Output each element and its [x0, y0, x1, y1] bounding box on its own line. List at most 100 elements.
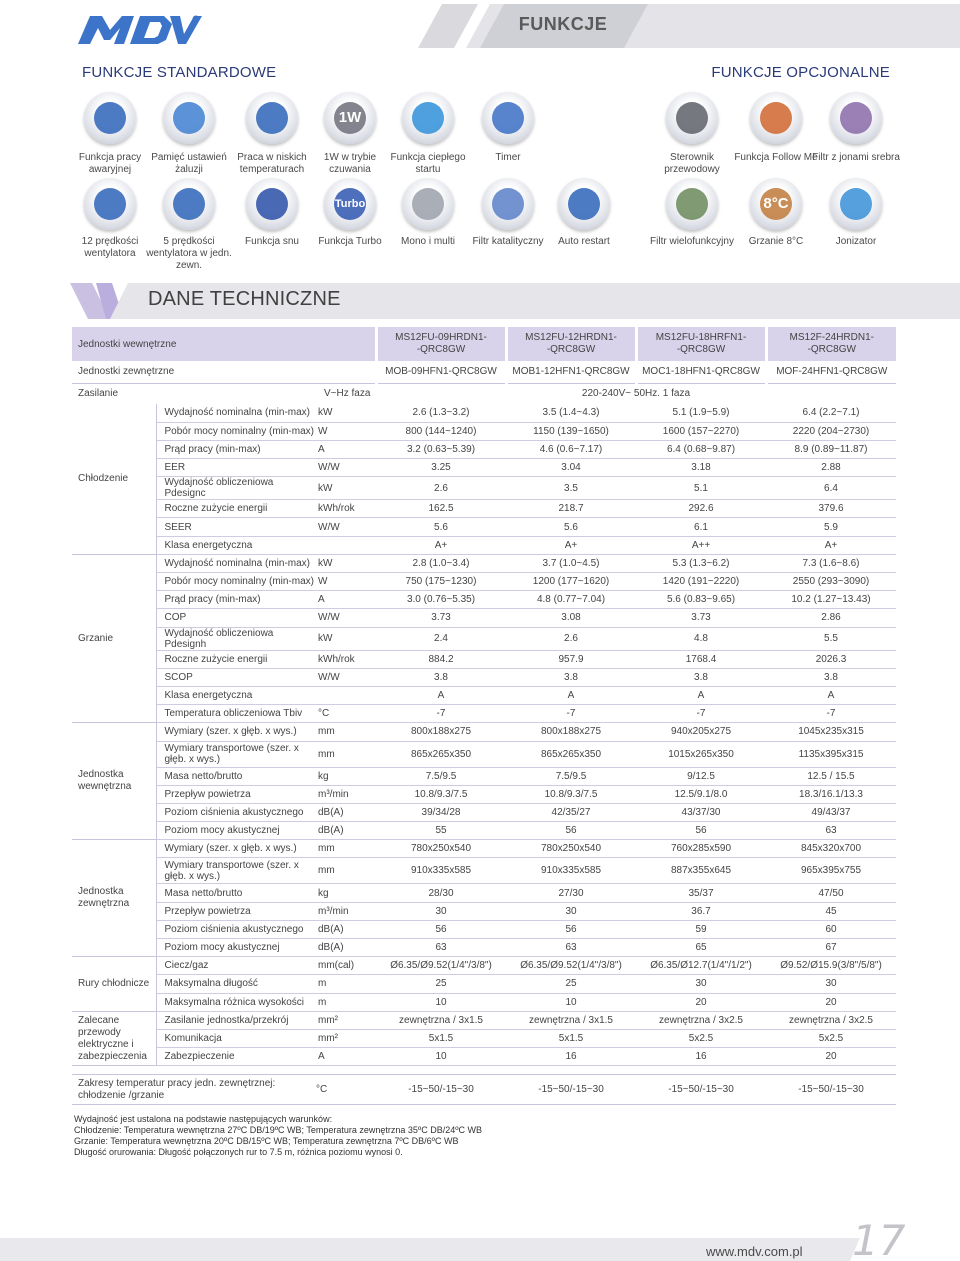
parameter-label: Poziom mocy akustycznej [156, 938, 316, 958]
outdoor-model: MOF-24HFN1-QRC8GW [764, 361, 896, 384]
feature-label: Sterownik przewodowy [664, 152, 720, 175]
parameter-value: 1135x395x315 [766, 741, 896, 768]
multi-filter-icon [666, 178, 718, 230]
feature-label: Praca w niskich temperaturach [237, 152, 307, 175]
mono-multi-icon [402, 178, 454, 230]
optional-functions-heading: FUNKCJE OPCJONALNE [711, 64, 890, 81]
parameter-value: zewnętrzna / 3x2.5 [636, 1011, 766, 1030]
parameter-value: 4.8 [636, 627, 766, 651]
feature-mono-multi: Mono i multi [381, 178, 475, 248]
parameter-value: zewnętrzna / 3x2.5 [766, 1011, 896, 1030]
fan-speed-5-icon [163, 178, 215, 230]
parameter-label: Poziom ciśnienia akustycznego [156, 803, 316, 823]
parameter-value: 965x395x755 [766, 857, 896, 885]
parameter-value: 47/50 [766, 883, 896, 903]
parameter-value: 910x335x585 [506, 857, 636, 885]
ionizer-icon [830, 178, 882, 230]
group-label: Jednostka zewnętrzna [72, 839, 157, 958]
parameter-value: 910x335x585 [376, 857, 506, 885]
models-header-table: Jednostki wewnętrzne MS12FU-09HRDN1- -QRC… [72, 327, 896, 403]
parameter-value: 10 [376, 1047, 506, 1067]
group-label: Zalecane przewody elektryczne i zabezpie… [72, 1011, 157, 1067]
table-row: Jednostka zewnętrzna Wymiary (szer. x głę… [72, 839, 896, 958]
parameter-value: 6.4 (0.68~9.87) [636, 440, 766, 460]
heating-8c-icon: 8°C [750, 178, 802, 230]
parameter-value: A [766, 686, 896, 706]
parameter-unit: W/W [316, 458, 376, 478]
parameter-value: 5.6 (0.83~9.65) [636, 590, 766, 610]
parameter-unit: W [316, 572, 376, 592]
parameter-value: 36.7 [636, 902, 766, 921]
feature-timer: Timer [461, 92, 555, 164]
parameter-label: Komunikacja [156, 1029, 316, 1049]
standby-1w-symbol: 1W [338, 109, 362, 126]
parameter-value: 16 [636, 1047, 766, 1067]
feature-heating-8c: 8°C Grzanie 8°C [729, 178, 823, 248]
parameter-label: Wydajność obliczeniowa Pdesignh [156, 627, 316, 651]
feature-turbo: Turbo Funkcja Turbo [303, 178, 397, 248]
note-line: Długość orurowania: Długość połączonych … [74, 1147, 403, 1157]
parameter-value: 3.04 [506, 458, 636, 478]
table-row: Masa netto/brutto kg 7.5/9.5 7.5/9.5 9/12.5 1… [72, 767, 896, 786]
outdoor-model: MOB1-12HFN1-QRC8GW [504, 361, 636, 384]
parameter-value: 12.5 / 15.5 [766, 767, 896, 786]
feature-sleep: Funkcja snu [225, 178, 319, 248]
table-row: Roczne zużycie energii kWh/rok 884.2 957.9 1… [72, 650, 896, 669]
parameter-value: 2026.3 [766, 650, 896, 669]
mdv-logo [72, 12, 202, 48]
parameter-value: 60 [766, 920, 896, 940]
parameter-unit [316, 686, 376, 706]
parameter-value: 2.88 [766, 458, 896, 478]
feature-label: Pamięć ustawień żaluzji [151, 152, 227, 175]
table-row: COP W/W 3.73 3.08 3.73 2.86 [72, 608, 896, 628]
parameter-value: 2550 (293~3090) [766, 572, 896, 592]
table-row: Prąd pracy (min-max) A 3.2 (0.63~5.39) 4.6 … [72, 440, 896, 460]
parameter-value: 5.3 (1.3~6.2) [636, 554, 766, 574]
parameter-value: -7 [506, 704, 636, 724]
parameter-label: Pobór mocy nominalny (min-max) [156, 572, 316, 592]
parameter-value: 30 [766, 974, 896, 994]
table-row: Pobór mocy nominalny (min-max) W 800 (144~… [72, 422, 896, 441]
parameter-unit: W [316, 422, 376, 441]
table-row: SCOP W/W 3.8 3.8 3.8 3.8 [72, 668, 896, 687]
parameter-value: 3.73 [376, 608, 506, 628]
parameter-value: 20 [636, 993, 766, 1012]
page-number: 17 [852, 1216, 906, 1261]
parameter-value: A+ [376, 536, 506, 555]
feature-louver-memory: Pamięć ustawień żaluzji [142, 92, 236, 176]
temperature-range-table: Zakresy temperatur pracy jedn. zewnętrzn… [72, 1074, 896, 1105]
parameter-label: Wymiary (szer. x głęb. x wys.) [156, 722, 316, 742]
parameter-value: 56 [506, 920, 636, 940]
parameter-value: 379.6 [766, 499, 896, 519]
feature-label: Grzanie 8°C [748, 236, 804, 247]
emergency-icon [84, 92, 136, 144]
parameter-label: Roczne zużycie energii [156, 499, 316, 519]
parameter-value: 5.6 [376, 517, 506, 537]
table-row: Poziom mocy akustycznej dB(A) 63 63 65 67 [72, 938, 896, 958]
parameter-label: Prąd pracy (min-max) [156, 590, 316, 610]
parameter-value: 845x320x700 [766, 839, 896, 859]
parameter-unit: W/W [316, 517, 376, 537]
parameter-value: 5x1.5 [376, 1029, 506, 1049]
indoor-units-label: Jednostki wewnętrzne [72, 327, 376, 361]
parameter-value: 4.6 (0.6~7.17) [506, 440, 636, 460]
parameter-value: 1045x235x315 [766, 722, 896, 742]
table-row: Poziom ciśnienia akustycznego dB(A) 56 56 59… [72, 920, 896, 940]
parameter-unit: mm [316, 839, 376, 859]
parameter-value: 162.5 [376, 499, 506, 519]
silver-ion-filter-icon [830, 92, 882, 144]
parameter-value: Ø6.35/Ø12.7(1/4"/1/2") [636, 956, 766, 976]
parameter-value: 45 [766, 902, 896, 921]
parameter-unit: dB(A) [316, 938, 376, 958]
website-link[interactable]: www.mdv.com.pl [706, 1244, 803, 1259]
feature-label: Funkcja pracy awaryjnej [78, 152, 142, 175]
parameter-label: Pobór mocy nominalny (min-max) [156, 422, 316, 441]
parameter-value: 7.5/9.5 [376, 767, 506, 786]
parameter-value: 865x265x350 [506, 741, 636, 768]
standby-1w-icon: 1W [324, 92, 376, 144]
timer-icon [482, 92, 534, 144]
parameter-value: 4.8 (0.77~7.04) [506, 590, 636, 610]
parameter-value: 3.5 [506, 476, 636, 501]
parameter-value: Ø9.52/Ø15.9(3/8"/5/8") [766, 956, 896, 976]
parameter-value: 3.8 [376, 668, 506, 687]
